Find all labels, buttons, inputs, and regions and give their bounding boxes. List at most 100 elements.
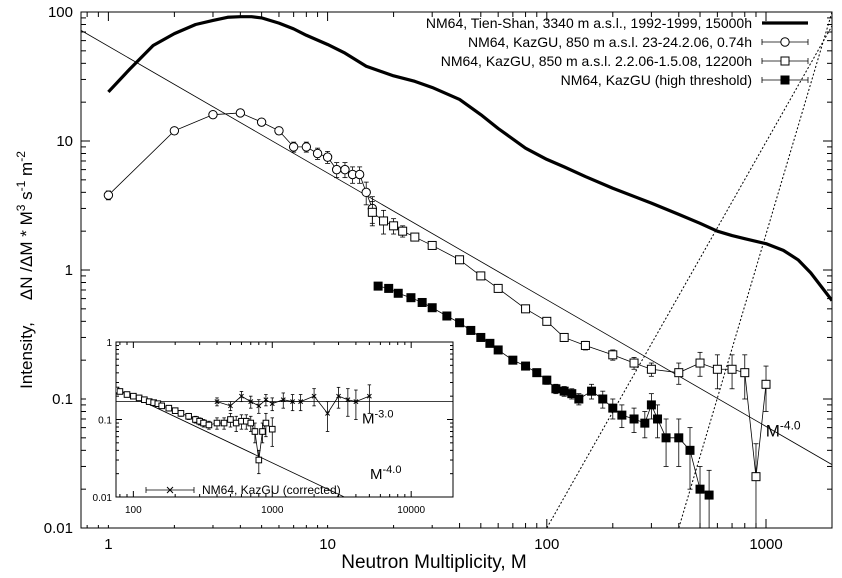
data-point — [427, 240, 437, 250]
data-point — [336, 393, 342, 399]
data-point — [256, 403, 262, 409]
data-point — [312, 148, 323, 159]
data-point — [123, 391, 131, 398]
data-point — [269, 401, 275, 407]
data-point — [398, 226, 408, 236]
y-axis-label: Intensity, ΔN /ΔM * M3 s-1 m-2 — [14, 151, 36, 389]
data-point — [559, 386, 569, 396]
data-point — [158, 402, 166, 410]
legend-marker — [780, 56, 790, 66]
data-point — [290, 399, 296, 405]
data-point — [165, 404, 173, 412]
data-point — [227, 403, 233, 409]
data-point — [171, 407, 179, 414]
data-point — [485, 338, 495, 348]
y-axis-label-part: ΔN /ΔM * M — [17, 211, 36, 300]
inset-legend: NM64, KazGU (corrected) — [145, 483, 341, 497]
x-tick-label: 1000 — [749, 536, 782, 553]
x-tick-label: 100 — [534, 536, 559, 553]
data-point — [259, 428, 266, 435]
data-point — [185, 412, 192, 420]
data-point — [322, 152, 333, 162]
y-axis-label-part: Intensity, — [17, 322, 36, 389]
inset-y-tick-label: 1 — [106, 338, 112, 349]
data-point — [674, 433, 684, 443]
data-point — [116, 388, 124, 395]
data-point — [367, 207, 377, 217]
inset-plot: 100 1000 10000 0.01 0.1 1 NM64, KazGU (correc… — [86, 338, 455, 525]
data-point — [629, 358, 639, 368]
main-plot: 1 10 100 1000 0.01 0.1 1 10 100 M-4.0 — [44, 4, 833, 553]
data-point — [608, 350, 618, 360]
data-point — [288, 142, 299, 152]
y-tick-label: 10 — [56, 133, 73, 150]
data-point — [238, 393, 244, 399]
x-axis-label: Neutron Multiplicity, M — [341, 552, 526, 573]
legend-marker — [780, 37, 790, 47]
y-tick-label: 0.01 — [44, 520, 73, 537]
legend-label: NM64, KazGU, 850 m a.s.l. 2.2.06-1.5.08,… — [441, 53, 752, 69]
data-point — [298, 399, 304, 405]
main-series — [103, 15, 832, 528]
inset-y-tick-label: 0.01 — [93, 493, 113, 504]
data-point — [761, 379, 771, 389]
data-point — [476, 271, 486, 281]
data-point — [256, 117, 267, 127]
data-point — [220, 419, 228, 427]
data-point — [384, 283, 394, 293]
data-point — [661, 433, 671, 443]
data-point — [393, 288, 403, 298]
data-point — [695, 358, 705, 368]
data-point — [235, 108, 246, 118]
inset-power-law-line — [116, 388, 345, 497]
dotted-guide-line — [678, 12, 832, 528]
data-point — [712, 364, 722, 374]
data-point — [704, 490, 714, 500]
data-point — [251, 428, 259, 435]
data-point — [574, 394, 584, 404]
data-point — [653, 414, 663, 424]
data-point — [629, 414, 639, 424]
data-point — [751, 472, 761, 482]
inset-power-law-label: M-4.0 — [370, 464, 401, 483]
series-connector — [108, 112, 373, 209]
data-point — [366, 393, 372, 399]
data-point — [214, 399, 220, 405]
data-point — [208, 109, 218, 120]
data-point — [263, 397, 269, 403]
data-point — [255, 456, 263, 464]
data-point — [521, 361, 531, 371]
data-point — [551, 384, 561, 394]
y-axis-label-part: -2 — [14, 151, 28, 162]
data-point — [406, 293, 416, 303]
data-point — [331, 164, 342, 175]
legend-label: NM64, KazGU (high threshold) — [561, 72, 752, 88]
data-point — [598, 394, 608, 404]
data-point — [213, 419, 221, 427]
data-point — [274, 126, 284, 136]
data-point — [205, 421, 213, 429]
data-point — [247, 419, 255, 427]
legend-label: NM64, KazGU, 850 m a.s.l. 23-24.2.06, 0.… — [468, 34, 752, 50]
data-point — [301, 142, 312, 152]
data-point — [177, 410, 185, 417]
y-axis-label-part: -1 — [14, 180, 28, 191]
data-point — [587, 386, 597, 396]
inset-background — [86, 340, 455, 525]
data-point — [608, 403, 618, 413]
series-connector — [216, 395, 370, 415]
data-point — [532, 368, 542, 378]
data-point — [542, 316, 552, 326]
data-point — [280, 397, 286, 403]
dotted-guide-line — [546, 25, 832, 528]
data-point — [427, 303, 437, 313]
data-point — [580, 340, 590, 350]
data-point — [354, 169, 365, 180]
data-point — [262, 419, 270, 427]
inset-power-law-label: M-3.0 — [362, 409, 393, 428]
power-law-line — [81, 30, 832, 465]
data-point — [542, 375, 552, 385]
data-point — [103, 190, 114, 200]
inset-ticks: 100 1000 10000 0.01 0.1 1 — [93, 338, 453, 516]
data-point — [640, 418, 650, 428]
